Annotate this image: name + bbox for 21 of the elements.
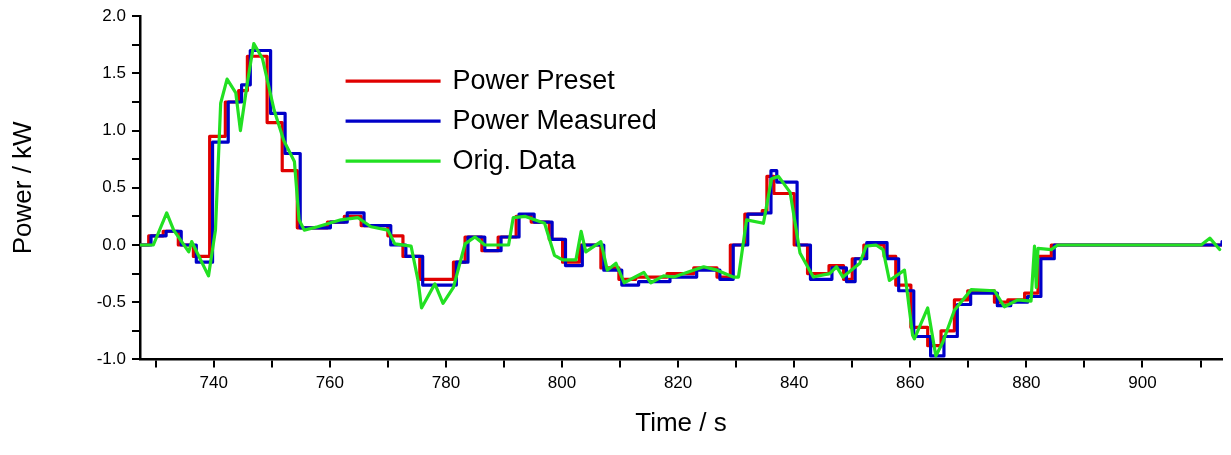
- y-tick-label: 1.5: [102, 63, 126, 83]
- x-tick-label: 860: [896, 373, 925, 393]
- y-axis-title: Power / kW: [6, 120, 37, 255]
- x-tick-label: 740: [199, 373, 228, 393]
- y-tick-label: -1.0: [96, 349, 126, 369]
- x-tick-label: 760: [315, 373, 344, 393]
- legend-label: Power Preset: [452, 64, 616, 95]
- x-tick-label: 800: [547, 373, 577, 393]
- x-axis-title: Time / s: [635, 406, 727, 437]
- y-tick-label: 1.0: [102, 120, 126, 140]
- x-tick-label: 780: [431, 373, 461, 393]
- x-tick-label: 840: [780, 373, 809, 393]
- y-tick-label: 0.0: [102, 234, 126, 254]
- legend-label: Power Measured: [452, 104, 657, 135]
- y-tick-label: -0.5: [96, 291, 126, 311]
- x-tick-label: 900: [1128, 373, 1157, 393]
- y-tick-label: 2.0: [102, 5, 126, 25]
- legend-label: Orig. Data: [452, 144, 577, 175]
- x-tick-label: 880: [1012, 373, 1041, 393]
- y-tick-label: 0.5: [102, 177, 126, 197]
- x-tick-label: 820: [663, 373, 693, 393]
